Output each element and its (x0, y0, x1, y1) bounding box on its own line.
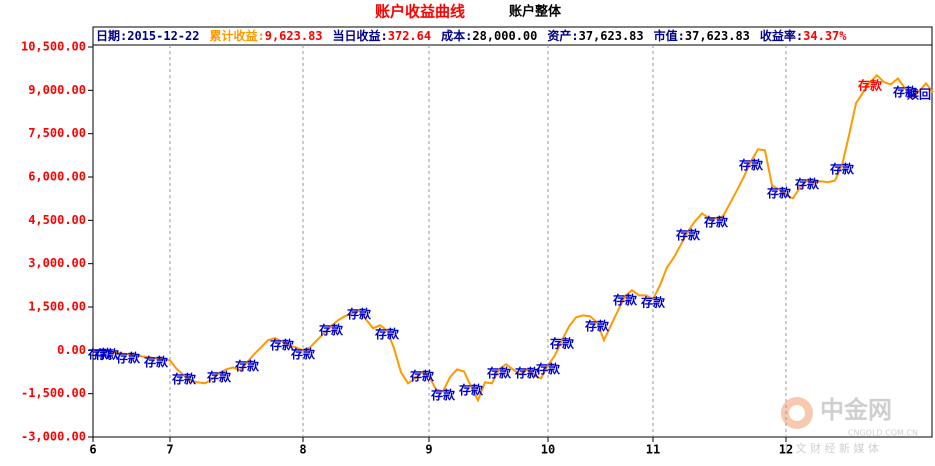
info-value: 37,623.83 (685, 29, 750, 43)
info-label: 日期: (96, 28, 127, 43)
info-label: 资产: (547, 28, 578, 43)
chart-subtitle: 账户整体 (509, 4, 562, 20)
annotation: 存款 (675, 227, 701, 242)
info-value: 34.37% (803, 29, 847, 43)
info-label: 市值: (654, 28, 685, 43)
x-tick-label: 10 (541, 443, 555, 457)
annotation: 存款 (794, 176, 820, 191)
y-tick-label: -1,500.00 (21, 386, 86, 400)
info-line: 日期:2015-12-22 累计收益:9,623.83 当日收益:372.64 成本:… (96, 28, 847, 43)
y-tick-label: 9,000.00 (28, 83, 86, 97)
info-value: 372.64 (388, 29, 431, 43)
annotation: 存款 (94, 347, 120, 362)
annotation: 存款 (290, 346, 316, 361)
annotation: 存款 (766, 185, 792, 200)
annotation: 存款 (703, 214, 729, 229)
annotation: 存款 (430, 387, 456, 402)
annotation: 存款 (829, 161, 855, 176)
watermark-name: 中金网 (820, 396, 892, 424)
x-tick-label: 11 (646, 443, 660, 457)
x-tick-label: 9 (425, 443, 432, 457)
series-line (93, 73, 934, 403)
annotation: 存款 (549, 336, 575, 351)
x-tick-label: 6 (89, 443, 96, 457)
plot-frame (92, 26, 933, 438)
watermark-logo-inner (789, 405, 805, 421)
annotation: 存款 (738, 157, 764, 172)
annotation: 存款 (857, 78, 883, 93)
y-tick-label: 3,000.00 (28, 256, 86, 270)
info-value: 2015-12-22 (127, 29, 199, 43)
annotation: 赎回 (907, 87, 931, 102)
annotation: 存款 (584, 318, 610, 333)
annotation: 存款 (318, 322, 344, 337)
annotation: 存款 (269, 337, 295, 352)
annotation: 存款 (458, 382, 484, 397)
annotation: 存款 (87, 346, 113, 361)
watermark-site: CNGOLD.COM.CN (848, 429, 918, 438)
y-tick-label: 10,500.00 (21, 40, 86, 54)
x-tick-label: 8 (299, 443, 306, 457)
y-tick-label: 7,500.00 (28, 126, 86, 140)
annotation: 存款 (143, 354, 169, 369)
watermark-slogan: 中 文 财 经 新 媒 体 (781, 441, 879, 455)
info-label: 收益率: (760, 28, 803, 43)
annotation: 存款 (892, 84, 918, 99)
annotation: 存款 (409, 368, 435, 383)
x-tick-label: 7 (166, 443, 173, 457)
annotation: 存款 (206, 369, 232, 384)
chart-title: 账户收益曲线 (375, 3, 465, 21)
annotation: 存款 (171, 371, 197, 386)
annotation: 存款 (640, 295, 666, 310)
annotation: 存款 (514, 365, 540, 380)
info-value: 9,623.83 (265, 29, 323, 43)
annotation: 存款 (486, 365, 512, 380)
annotation: 存款 (374, 326, 400, 341)
y-tick-label: 1,500.00 (28, 300, 86, 314)
info-label: 当日收益: (333, 28, 388, 43)
annotation: 存款 (234, 358, 260, 373)
annotation: 存款 (346, 306, 372, 321)
y-tick-label: 4,500.00 (28, 213, 86, 227)
x-tick-label: 12 (779, 443, 793, 457)
info-label: 累计收益: (209, 28, 264, 43)
annotation: 存款 (115, 350, 141, 365)
y-tick-label: 0.00 (57, 343, 86, 357)
info-value: 37,623.83 (579, 29, 644, 43)
annotation: 存款 (612, 292, 638, 307)
info-label: 成本: (441, 28, 472, 43)
y-tick-label: 6,000.00 (28, 170, 86, 184)
watermark: 中金网 CNGOLD.COM.CN 中 文 财 经 新 媒 体 (781, 396, 918, 455)
info-value: 28,000.00 (472, 29, 537, 43)
y-tick-label: -3,000.00 (21, 430, 86, 444)
annotation: 存款 (535, 361, 561, 376)
